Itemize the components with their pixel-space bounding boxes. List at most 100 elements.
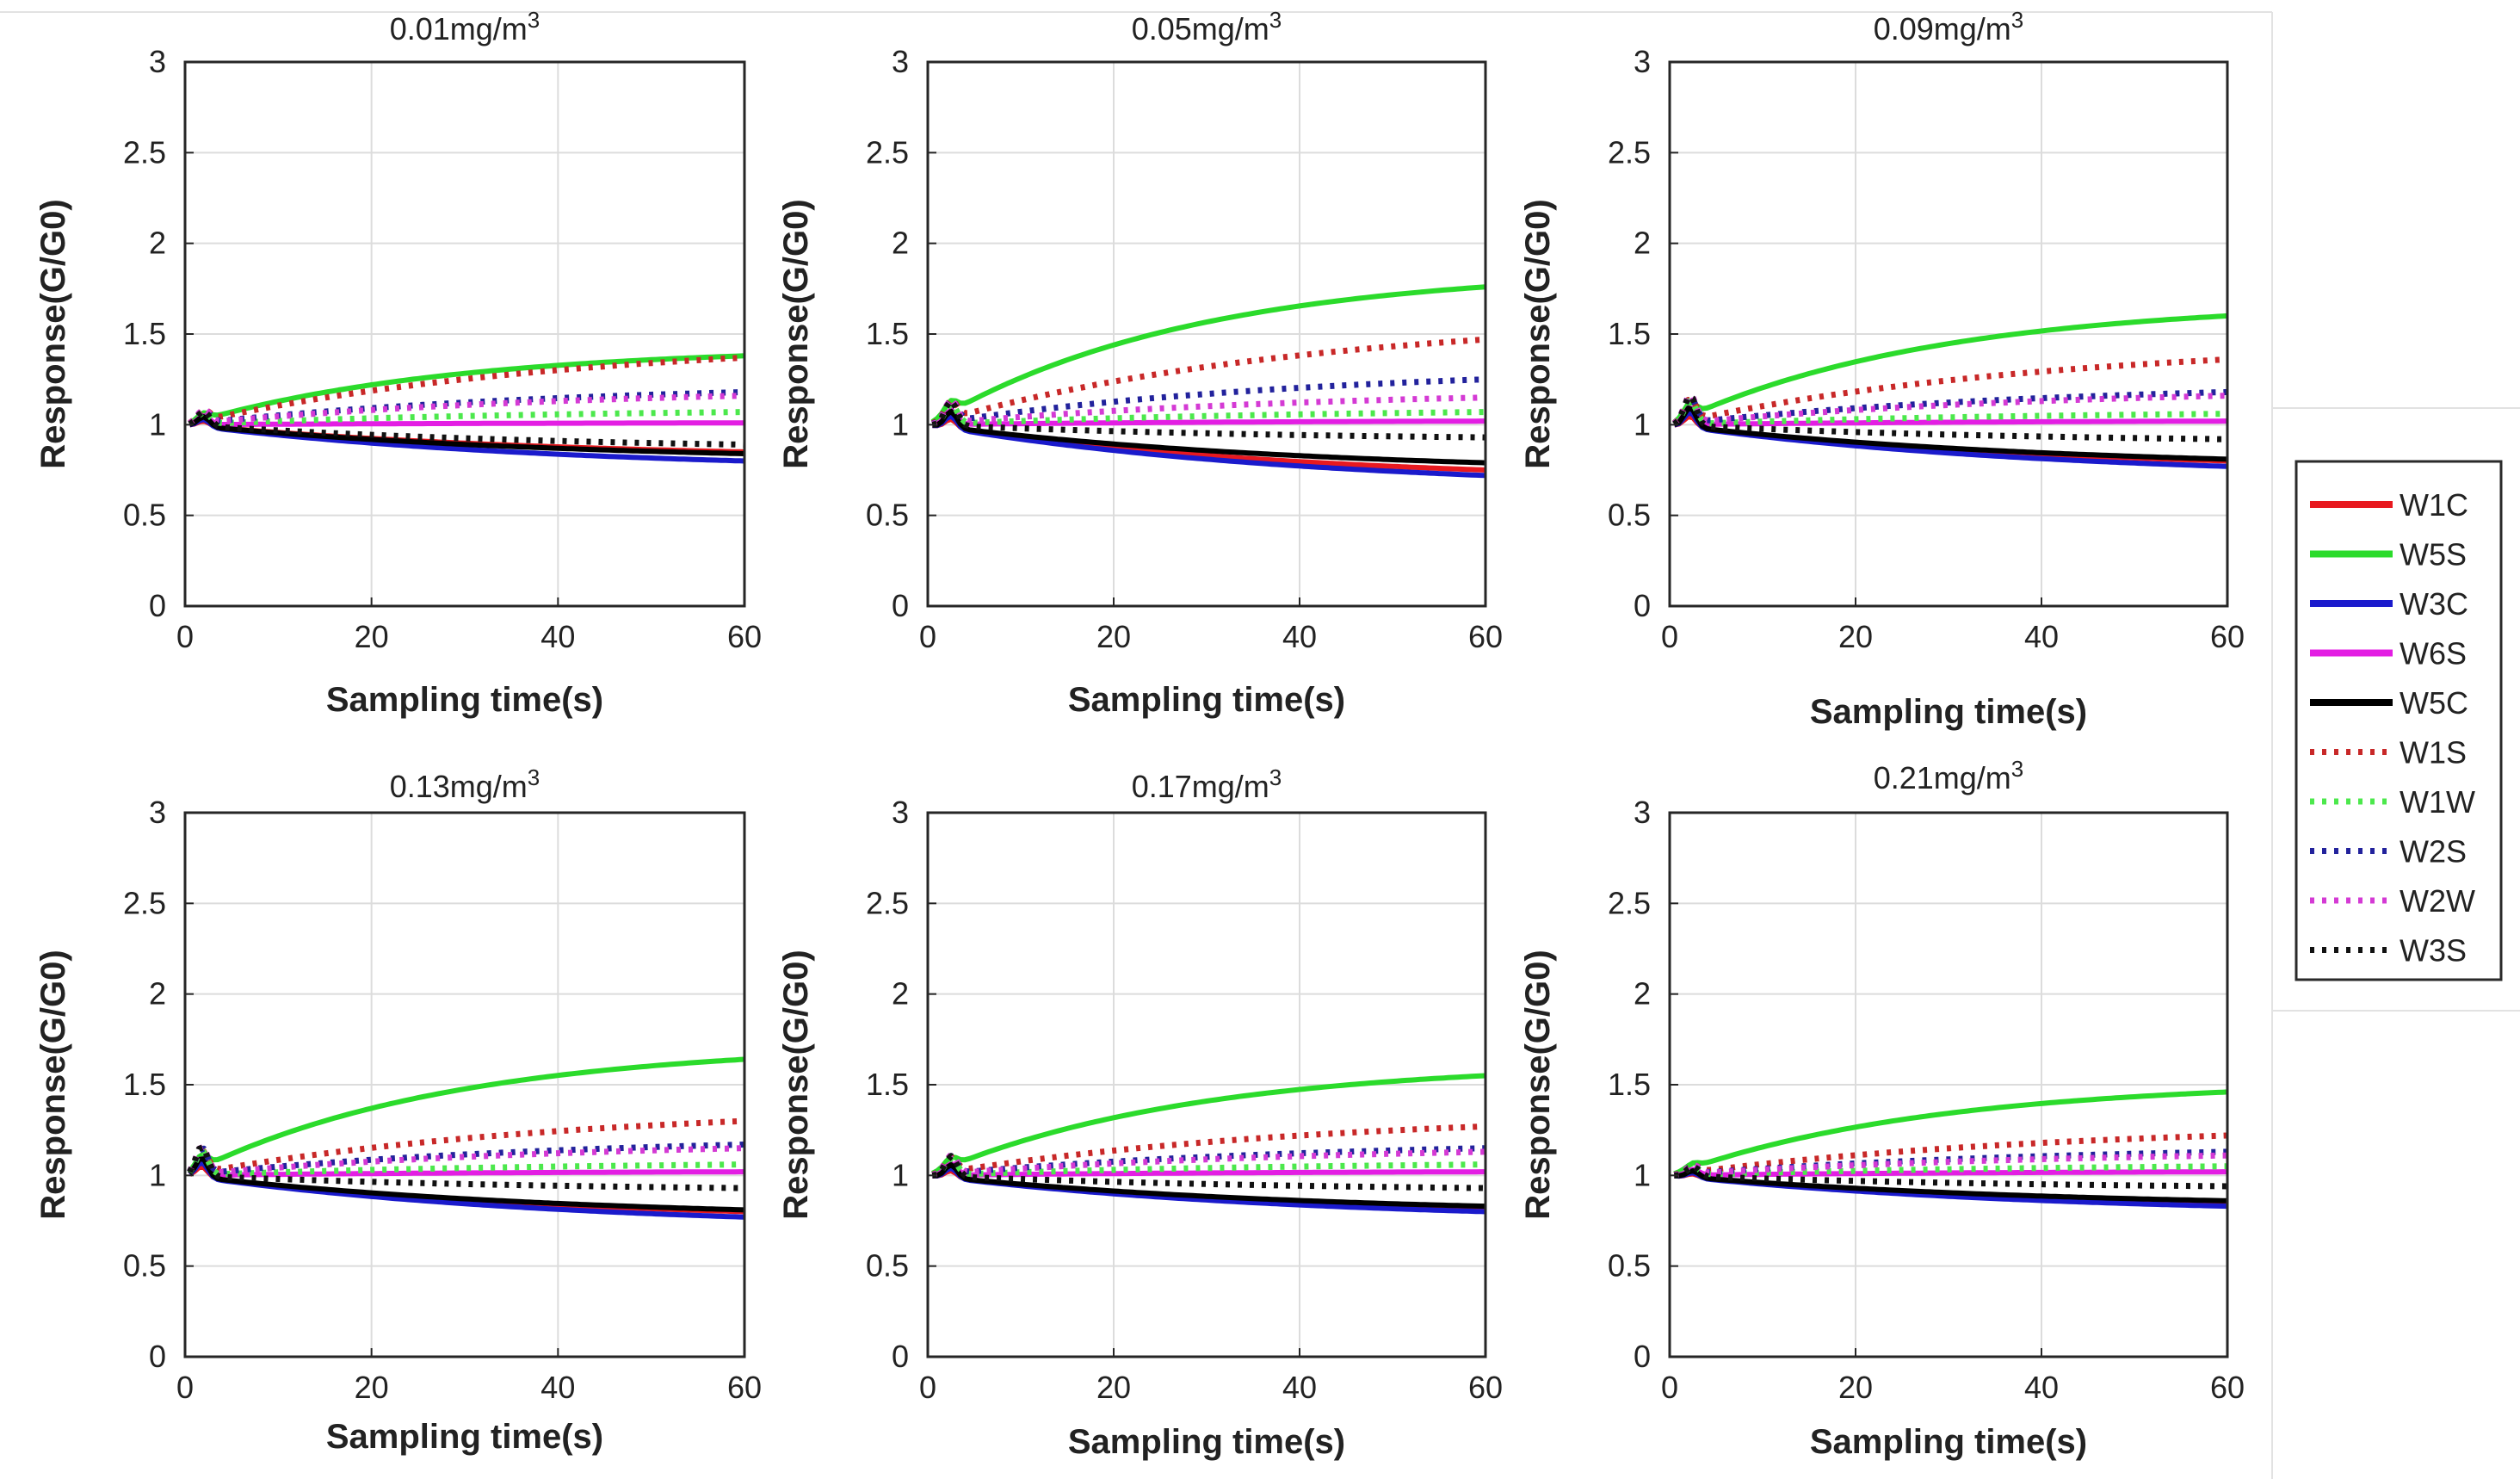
x-tick-label: 40 xyxy=(540,619,575,654)
y-tick-label: 1 xyxy=(149,1157,166,1192)
panel-title-value: 0.17mg/m xyxy=(1132,769,1269,804)
y-tick-label: 0.5 xyxy=(123,498,166,533)
panel-title: 0.01mg/m3 xyxy=(390,7,540,46)
y-tick-label: 1.5 xyxy=(866,1067,909,1102)
series-line-w2w xyxy=(188,393,745,426)
series-line-w2s xyxy=(931,1145,1486,1179)
x-tick-label: 60 xyxy=(1468,1370,1503,1405)
y-axis-label: Response(G/G0) xyxy=(34,950,72,1219)
series-line-w1s xyxy=(930,336,1486,426)
series-line-w6s xyxy=(188,1155,744,1178)
x-tick-label: 40 xyxy=(1282,619,1317,654)
series-line-w1w xyxy=(931,1155,1485,1179)
series-line-w5c xyxy=(932,1162,1486,1210)
x-tick-label: 60 xyxy=(1468,619,1503,654)
x-tick-label: 20 xyxy=(1838,619,1873,654)
series-line-w2w xyxy=(1673,1152,2227,1179)
y-tick-label: 3 xyxy=(1634,44,1651,79)
legend-label: W2W xyxy=(2400,883,2475,919)
legend-label: W6S xyxy=(2400,636,2467,671)
y-tick-label: 1.5 xyxy=(1608,1067,1651,1102)
series-line-w5c xyxy=(1674,1168,2228,1204)
x-tick-label: 20 xyxy=(1838,1370,1873,1405)
x-tick-label: 60 xyxy=(727,1370,762,1405)
x-tick-label: 0 xyxy=(919,619,936,654)
legend-box xyxy=(2295,460,2503,981)
series-line-w2w xyxy=(931,1148,1486,1179)
y-tick-label: 2 xyxy=(149,976,166,1012)
series-line-w6s xyxy=(1672,405,2227,427)
series-line-w5s xyxy=(931,1073,1486,1176)
legend-label: W1S xyxy=(2400,735,2467,770)
series-line-w1w xyxy=(187,1148,744,1178)
x-tick-label: 20 xyxy=(355,1370,389,1405)
series-line-w5s xyxy=(930,284,1486,424)
chart-panel: 0 20 40 60 0 0.5 1 1.5 2 2.5 3 Sampling time(s) Resp… xyxy=(1519,7,2245,731)
x-tick-label: 0 xyxy=(919,1370,936,1405)
series-line-w1s xyxy=(188,354,745,426)
x-axis-label: Sampling time(s) xyxy=(1068,1423,1345,1461)
series-line-w3s xyxy=(931,397,1486,441)
y-tick-label: 0.5 xyxy=(123,1248,166,1284)
y-tick-label: 0.5 xyxy=(866,1248,909,1284)
x-axis-label: Sampling time(s) xyxy=(326,681,603,719)
y-tick-label: 2 xyxy=(1634,226,1651,261)
panel-title: 0.17mg/m3 xyxy=(1132,764,1282,804)
series-line-w2s xyxy=(188,388,745,426)
series-line-w2w xyxy=(187,1143,745,1175)
x-tick-label: 0 xyxy=(1661,619,1678,654)
series-line-w5c xyxy=(188,1156,745,1213)
y-tick-label: 1 xyxy=(892,406,909,442)
x-tick-label: 40 xyxy=(1282,1370,1317,1405)
y-tick-label: 2 xyxy=(1634,976,1651,1012)
y-tick-label: 0.5 xyxy=(1608,1248,1651,1284)
x-tick-label: 40 xyxy=(2024,1370,2059,1405)
chart-panel: 0 20 40 60 0 0.5 1 1.5 2 2.5 3 Sampling time(s) Resp… xyxy=(777,7,1503,719)
legend-label: W3C xyxy=(2400,586,2468,622)
y-tick-label: 0 xyxy=(1634,1339,1651,1374)
y-tick-label: 3 xyxy=(149,795,166,830)
panel-title-superscript: 3 xyxy=(1269,7,1282,33)
y-axis-label: Response(G/G0) xyxy=(777,950,815,1219)
y-tick-label: 0 xyxy=(1634,588,1651,623)
x-axis-label: Sampling time(s) xyxy=(1810,1423,2087,1461)
x-tick-label: 0 xyxy=(176,1370,194,1405)
y-tick-label: 1 xyxy=(1634,1157,1651,1192)
y-tick-label: 1 xyxy=(892,1157,909,1192)
y-tick-label: 2.5 xyxy=(866,134,909,170)
panel-title-value: 0.13mg/m xyxy=(390,769,528,804)
y-tick-label: 0 xyxy=(892,1339,909,1374)
y-tick-label: 1.5 xyxy=(866,316,909,351)
series-line-w1w xyxy=(1672,398,2227,427)
y-tick-label: 0.5 xyxy=(1608,498,1651,533)
panel-title-value: 0.09mg/m xyxy=(1874,11,2011,46)
series-line-w6s xyxy=(1674,1166,2227,1179)
y-tick-label: 1 xyxy=(149,406,166,442)
y-tick-label: 3 xyxy=(892,44,909,79)
legend-label: W1C xyxy=(2400,487,2468,523)
y-tick-label: 2 xyxy=(149,226,166,261)
y-tick-label: 0 xyxy=(149,1339,166,1374)
y-tick-label: 2.5 xyxy=(866,885,909,920)
chart-panel: 0 20 40 60 0 0.5 1 1.5 2 2.5 3 Sampling time(s) Resp… xyxy=(1519,756,2245,1461)
y-tick-label: 1.5 xyxy=(1608,316,1651,351)
panel-title: 0.09mg/m3 xyxy=(1874,7,2024,46)
y-tick-label: 2.5 xyxy=(123,885,166,920)
y-tick-label: 3 xyxy=(1634,795,1651,830)
chart-panel: 0 20 40 60 0 0.5 1 1.5 2 2.5 3 Sampling time(s) Resp… xyxy=(777,764,1503,1461)
x-tick-label: 60 xyxy=(727,619,762,654)
panel-title-value: 0.21mg/m xyxy=(1874,760,2011,795)
series-line-w1w xyxy=(931,400,1485,428)
series-line-w1s xyxy=(1672,356,2228,426)
panel-title-superscript: 3 xyxy=(2011,756,2023,782)
y-tick-label: 0 xyxy=(892,588,909,623)
y-axis-label: Response(G/G0) xyxy=(34,199,72,468)
x-axis-label: Sampling time(s) xyxy=(1068,681,1345,719)
series-line-w5s xyxy=(1673,1089,2228,1177)
y-tick-label: 1.5 xyxy=(123,316,166,351)
y-tick-label: 0.5 xyxy=(866,498,909,533)
series-line-w1s xyxy=(931,1123,1486,1178)
y-tick-label: 1.5 xyxy=(123,1067,166,1102)
y-tick-label: 2.5 xyxy=(1608,134,1651,170)
series-line-w2w xyxy=(1671,393,2228,426)
